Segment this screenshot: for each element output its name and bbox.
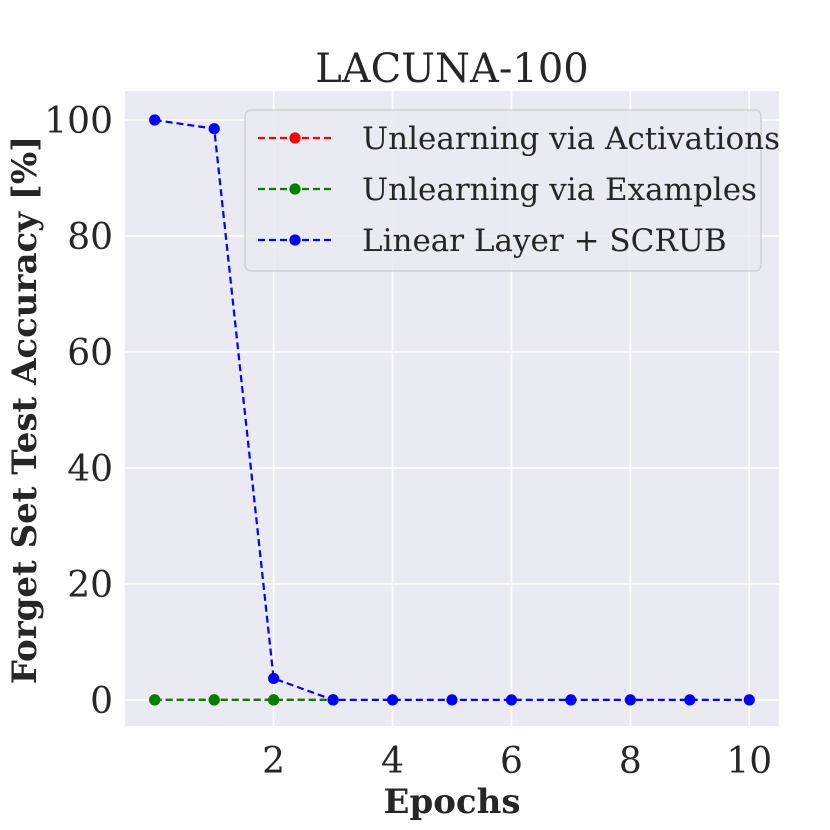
data-point <box>149 114 161 126</box>
series-layer <box>149 114 755 706</box>
data-point <box>386 694 399 706</box>
x-tick-label: 2 <box>262 741 285 782</box>
data-point <box>624 694 636 706</box>
series-3 <box>149 114 755 706</box>
legend-label: Unlearning via Activations <box>362 121 780 157</box>
y-tick-label: 100 <box>44 101 113 142</box>
data-point <box>505 694 518 706</box>
data-point <box>149 694 161 706</box>
legend: Unlearning via Activations Unlearning via… <box>244 109 780 272</box>
data-point <box>684 694 696 706</box>
legend-item: Unlearning via Examples <box>258 172 757 208</box>
x-tick-label: 10 <box>726 741 772 782</box>
legend-marker <box>289 234 301 246</box>
y-tick-label: 40 <box>67 449 113 490</box>
x-tick-labels: 2 4 6 8 10 <box>262 741 772 782</box>
y-tick-label: 0 <box>90 681 113 722</box>
legend-box <box>244 109 762 272</box>
legend-label: Linear Layer + SCRUB <box>362 223 727 259</box>
legend-marker <box>289 183 301 195</box>
y-axis-label: Forget Set Test Accuracy [%] <box>5 136 45 684</box>
y-tick-label: 60 <box>67 333 113 374</box>
x-tick-label: 8 <box>619 741 642 782</box>
y-tick-label: 80 <box>67 217 113 258</box>
chart-title: LACUNA-100 <box>315 46 589 92</box>
data-point <box>446 694 458 706</box>
data-point <box>208 694 220 706</box>
data-point <box>268 694 280 706</box>
data-point <box>208 123 220 135</box>
series-2 <box>149 694 339 706</box>
data-point <box>268 672 280 685</box>
legend-item: Unlearning via Activations <box>258 121 780 157</box>
data-point <box>327 694 339 706</box>
x-axis-label: Epochs <box>384 782 521 822</box>
y-tick-label: 20 <box>67 565 113 606</box>
legend-label: Unlearning via Examples <box>362 172 757 208</box>
legend-item: Linear Layer + SCRUB <box>258 223 727 259</box>
x-tick-label: 6 <box>500 741 523 782</box>
legend-marker <box>289 132 301 144</box>
data-point <box>565 694 577 706</box>
x-tick-label: 4 <box>381 741 404 782</box>
y-tick-labels: 0 20 40 60 80 100 <box>44 101 113 722</box>
data-point <box>743 694 755 706</box>
